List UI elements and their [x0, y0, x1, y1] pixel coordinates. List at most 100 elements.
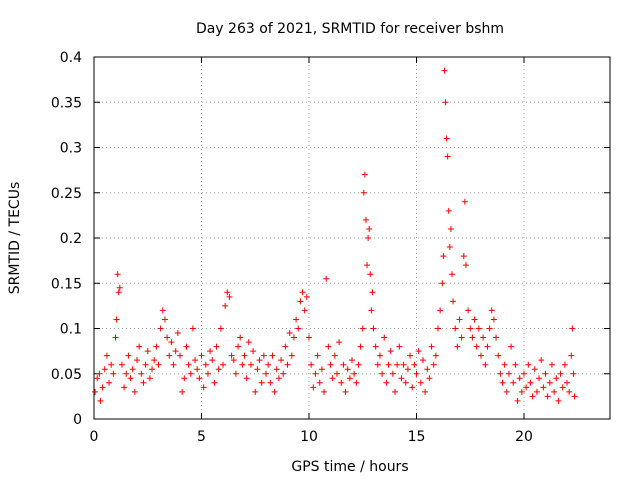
data-point-marker: [213, 343, 220, 350]
data-point-marker: [288, 352, 295, 359]
data-point-marker: [368, 307, 375, 314]
data-point-marker: [303, 293, 310, 300]
data-point-marker: [442, 99, 449, 106]
data-point-marker: [149, 366, 156, 373]
data-point-marker: [202, 361, 209, 368]
data-point-marker: [516, 375, 523, 382]
data-point-marker: [441, 67, 448, 74]
data-point-marker: [308, 361, 315, 368]
data-point-marker: [424, 366, 431, 373]
y-tick-label: 0.25: [51, 186, 82, 202]
data-point-marker: [187, 370, 194, 377]
data-point-marker: [118, 361, 125, 368]
data-point-marker: [168, 339, 175, 346]
data-point-marker: [138, 370, 145, 377]
data-points: [92, 67, 578, 404]
x-tick-label: 5: [197, 429, 206, 445]
y-tick-label: 0: [73, 412, 82, 428]
data-point-marker: [215, 366, 222, 373]
y-tick-label: 0.1: [60, 322, 82, 338]
data-point-marker: [280, 370, 287, 377]
data-point-marker: [422, 388, 429, 395]
data-point-marker: [263, 370, 269, 377]
data-point-marker: [142, 361, 149, 368]
x-tick-label: 20: [515, 429, 533, 445]
data-point-marker: [157, 325, 164, 332]
data-point-marker: [316, 379, 323, 386]
data-point-marker: [164, 334, 171, 341]
data-point-marker: [419, 357, 426, 364]
data-point-marker: [523, 384, 530, 391]
data-point-marker: [364, 262, 371, 269]
data-point-marker: [151, 357, 158, 364]
data-point-marker: [346, 375, 353, 382]
data-point-marker: [170, 361, 177, 368]
data-point-marker: [359, 325, 366, 332]
data-point-marker: [361, 171, 368, 178]
data-point-marker: [230, 357, 237, 364]
chart-title: Day 263 of 2021, SRMTID for receiver bsh…: [196, 21, 504, 37]
data-point-marker: [351, 370, 358, 377]
data-point-marker: [564, 379, 570, 386]
data-point-marker: [462, 262, 469, 269]
data-point-marker: [407, 352, 414, 359]
data-point-marker: [226, 293, 233, 300]
data-point-marker: [247, 361, 254, 368]
data-point-marker: [460, 253, 467, 260]
data-point-marker: [402, 379, 409, 386]
data-point-marker: [471, 316, 478, 323]
data-point-marker: [398, 375, 405, 382]
data-point-marker: [155, 361, 162, 368]
data-point-marker: [211, 379, 218, 386]
data-point-marker: [365, 235, 372, 241]
data-point-marker: [301, 307, 308, 314]
data-point-marker: [237, 334, 244, 341]
data-point-marker: [92, 388, 99, 395]
data-point-marker: [235, 343, 242, 350]
data-point-marker: [570, 370, 577, 377]
data-point-marker: [194, 366, 201, 373]
data-point-marker: [99, 384, 106, 391]
data-point-marker: [239, 361, 246, 368]
y-axis-label: SRMTID / TECUs: [7, 182, 23, 295]
data-point-marker: [540, 384, 547, 391]
data-point-marker: [174, 330, 181, 337]
data-point-marker: [437, 307, 444, 314]
data-point-marker: [478, 352, 484, 359]
data-point-marker: [385, 361, 392, 368]
data-point-marker: [344, 366, 351, 373]
data-point-marker: [551, 388, 558, 395]
data-point-marker: [336, 339, 343, 346]
data-point-marker: [461, 198, 468, 205]
data-point-marker: [374, 361, 381, 368]
data-point-marker: [327, 361, 334, 368]
x-axis-label: GPS time / hours: [291, 459, 408, 475]
data-point-marker: [94, 375, 101, 382]
data-point-marker: [454, 343, 461, 350]
data-point-marker: [329, 375, 336, 382]
data-point-marker: [360, 189, 367, 196]
data-point-marker: [290, 334, 297, 341]
data-point-marker: [444, 153, 451, 160]
data-point-marker: [306, 334, 312, 341]
data-point-marker: [366, 225, 373, 232]
data-point-marker: [381, 334, 388, 341]
data-point-marker: [265, 361, 272, 368]
y-tick-label: 0.2: [60, 231, 82, 247]
data-point-marker: [340, 361, 347, 368]
data-point-marker: [568, 352, 575, 359]
data-point-marker: [314, 352, 321, 359]
data-point-marker: [394, 361, 401, 368]
y-tick-label: 0.15: [51, 276, 82, 292]
data-point-marker: [321, 388, 328, 395]
x-tick-label: 0: [90, 429, 99, 445]
data-point-marker: [312, 370, 319, 377]
data-point-marker: [559, 384, 566, 391]
data-point-marker: [299, 289, 306, 296]
data-point-marker: [486, 325, 493, 332]
data-point-marker: [273, 366, 280, 373]
data-point-marker: [198, 352, 205, 359]
data-point-marker: [484, 343, 491, 350]
data-point-marker: [490, 316, 497, 323]
data-point-marker: [531, 366, 538, 373]
